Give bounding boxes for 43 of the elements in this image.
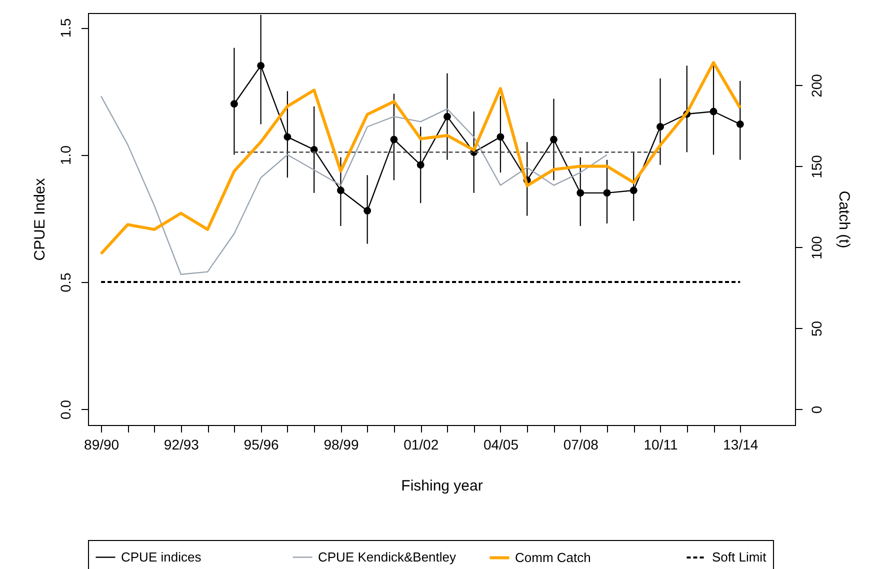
y-axis-title: CPUE Index — [32, 178, 48, 261]
y2-axis-title: Catch (t) — [836, 190, 852, 248]
x-tick-label: 01/02 — [404, 436, 439, 452]
y2-tick-label: 200 — [808, 74, 824, 98]
y-tick-label: 0.5 — [58, 272, 74, 292]
x-axis-title: Fishing year — [401, 478, 483, 494]
point — [603, 189, 611, 197]
point — [284, 133, 292, 141]
x-tick-label: 04/05 — [483, 436, 519, 452]
x-tick-label: 95/96 — [244, 436, 280, 452]
line-series — [100, 96, 608, 275]
point — [230, 100, 238, 108]
legend-label: Soft Limit — [712, 550, 767, 564]
point — [710, 108, 718, 116]
x-tick-label: 10/11 — [644, 436, 678, 452]
line-series — [100, 61, 742, 256]
legend-label: CPUE indices — [121, 549, 202, 564]
x-tick-label: 07/08 — [563, 436, 599, 452]
point — [444, 112, 451, 120]
point — [550, 136, 558, 144]
y-tick-label: 1.0 — [58, 145, 74, 165]
point — [496, 133, 504, 141]
y2-tick-label: 50 — [808, 320, 824, 337]
x-tick-label: 98/99 — [324, 436, 359, 452]
x-tick-label: 13/14 — [723, 436, 758, 452]
y-tick-label: 1.5 — [58, 18, 74, 38]
point — [390, 136, 398, 144]
point — [337, 186, 344, 194]
point — [576, 189, 584, 197]
legend-label: Comm Catch — [515, 550, 591, 565]
point — [630, 186, 638, 194]
point — [736, 120, 744, 128]
y-tick-label: 0.0 — [58, 400, 74, 420]
x-tick-label: 89/90 — [84, 436, 120, 452]
point — [257, 62, 265, 70]
y2-tick-label: 0 — [808, 406, 824, 414]
legend-label: CPUE Kendick&Bentley — [318, 549, 457, 564]
point — [416, 161, 424, 169]
x-tick-label: 92/93 — [164, 436, 200, 452]
y2-tick-label: 100 — [808, 236, 824, 260]
point — [656, 123, 664, 130]
y2-tick-label: 150 — [808, 154, 824, 178]
point — [364, 207, 372, 214]
